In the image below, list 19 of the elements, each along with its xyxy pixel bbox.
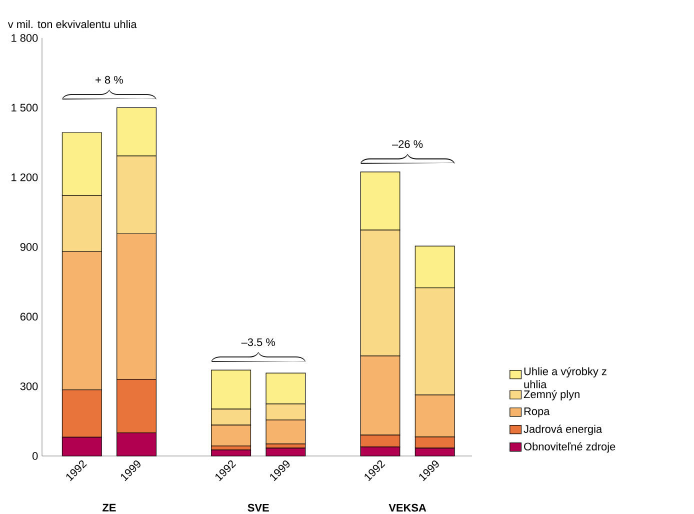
annotation: + 8 %	[96, 76, 123, 84]
annotation: –3.5 %	[241, 338, 276, 346]
y-axis-title: v mil. ton ekvivalentu uhlia	[8, 20, 137, 28]
legend-label: Uhlie a výrobky z uhlia	[524, 367, 606, 388]
y-tick-label: 0	[32, 452, 38, 460]
legend-label: Zemný plyn	[524, 390, 580, 400]
legend-label: Obnoviteľné zdroje	[524, 442, 616, 453]
text: ZE	[102, 504, 116, 512]
text: VEKSA	[388, 504, 426, 512]
y-tick-label: 600	[20, 312, 38, 321]
y-tick-label: 1 500	[12, 104, 38, 112]
annotation: –26 %	[392, 140, 423, 148]
y-tick-label: 1 200	[12, 173, 38, 182]
y-tick-label: 900	[20, 243, 38, 251]
y-tick-label: 300	[20, 382, 38, 390]
text: SVE	[248, 504, 269, 512]
y-tick-label: 1 800	[12, 34, 38, 42]
legend-label: Ropa	[524, 408, 550, 418]
legend-label: Jadrová energia	[524, 424, 602, 436]
